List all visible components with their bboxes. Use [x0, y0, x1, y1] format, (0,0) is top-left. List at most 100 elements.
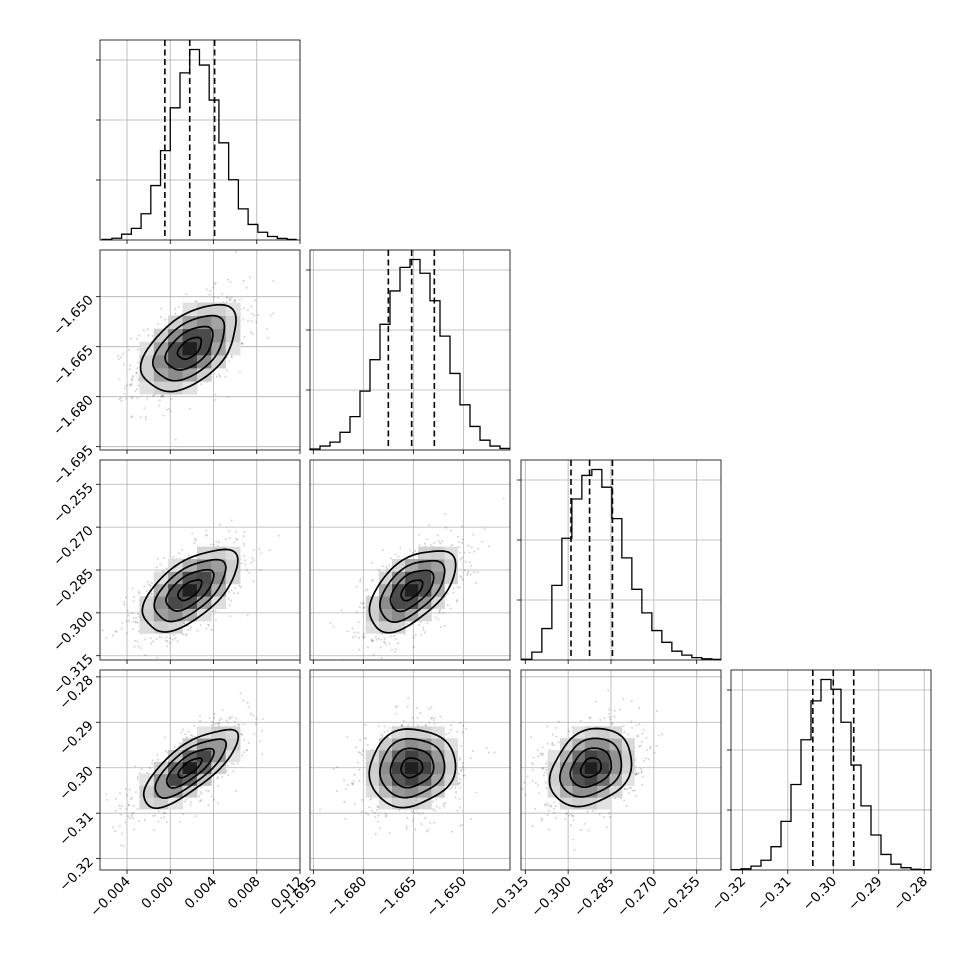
sample-point — [579, 829, 582, 832]
sample-point — [432, 718, 435, 722]
sample-point — [424, 817, 427, 820]
sample-point — [246, 701, 249, 704]
sample-point — [458, 758, 461, 761]
sample-point — [137, 590, 140, 593]
sample-point — [189, 801, 192, 804]
sample-point — [150, 581, 153, 584]
histogram-step — [730, 678, 931, 871]
sample-point — [346, 784, 349, 787]
density-cell — [418, 571, 432, 585]
sample-point — [361, 602, 365, 605]
sample-point — [142, 329, 145, 332]
sample-point — [385, 814, 388, 817]
sample-point — [174, 637, 177, 640]
sample-point — [250, 305, 253, 308]
sample-point — [132, 620, 135, 623]
sample-point — [117, 354, 120, 358]
sample-point — [128, 619, 131, 622]
density-cell — [431, 571, 445, 585]
sample-point — [144, 638, 147, 641]
density-cell — [444, 559, 458, 572]
sample-point — [462, 724, 465, 728]
sample-point — [334, 663, 336, 665]
sample-point — [213, 798, 216, 801]
sample-point — [389, 635, 392, 638]
sample-point — [362, 606, 365, 610]
sample-point — [353, 773, 356, 776]
sample-point — [383, 725, 386, 728]
sample-point — [253, 732, 256, 735]
sample-point — [105, 636, 108, 639]
sample-point — [430, 717, 433, 720]
sample-point — [185, 736, 188, 739]
sample-point — [441, 540, 444, 543]
sample-point — [228, 530, 231, 533]
sample-point — [118, 825, 122, 828]
sample-point — [134, 390, 137, 393]
sample-point — [384, 812, 387, 815]
contour-line — [379, 559, 446, 623]
sample-point — [483, 527, 486, 530]
sample-point — [357, 636, 361, 639]
sample-point — [400, 724, 403, 727]
sample-point — [128, 348, 131, 351]
density-cell — [431, 785, 445, 798]
sample-point — [127, 803, 130, 806]
density-cell — [392, 750, 406, 763]
density-cell — [196, 315, 212, 330]
sample-point — [173, 745, 176, 748]
hist-panel-2 — [517, 459, 722, 661]
sample-point — [232, 770, 235, 773]
sample-point — [628, 787, 631, 790]
sample-point — [353, 802, 356, 805]
sample-point — [230, 589, 233, 592]
sample-point — [170, 398, 173, 401]
sample-point — [487, 545, 490, 548]
sample-point — [467, 570, 470, 573]
sample-point — [123, 601, 126, 604]
sample-point — [451, 830, 454, 833]
density-cell — [168, 596, 183, 609]
sample-point — [137, 613, 140, 616]
sample-point — [251, 556, 254, 559]
sample-point — [460, 576, 463, 579]
sample-point — [176, 640, 179, 643]
sample-point — [242, 535, 245, 538]
sample-point — [449, 607, 452, 610]
density-panel-3-0 — [99, 669, 301, 871]
density-cell — [153, 608, 169, 622]
sample-point — [248, 571, 251, 574]
sample-point — [163, 812, 167, 815]
sample-point — [139, 647, 142, 650]
sample-point — [456, 730, 459, 733]
y-tick-label: −0.29 — [56, 718, 97, 759]
sample-point — [468, 561, 471, 564]
sample-point — [450, 728, 453, 731]
sample-point — [226, 295, 229, 298]
sample-point — [254, 723, 257, 726]
sample-point — [459, 757, 462, 760]
sample-point — [194, 300, 197, 303]
sample-point — [363, 632, 366, 635]
sample-point — [412, 636, 415, 639]
sample-point — [424, 724, 427, 727]
sample-point — [493, 751, 496, 754]
sample-point — [123, 603, 126, 606]
sample-point — [230, 762, 233, 765]
sample-point — [125, 808, 128, 811]
sample-point — [168, 637, 171, 640]
sample-point — [138, 592, 141, 595]
sample-point — [198, 800, 201, 803]
sample-point — [455, 599, 458, 602]
sample-point — [132, 804, 135, 808]
sample-point — [157, 322, 160, 325]
sample-point — [218, 523, 222, 526]
sample-point — [407, 697, 410, 700]
sample-point — [155, 566, 158, 569]
sample-point — [194, 537, 197, 541]
sample-point — [526, 775, 529, 778]
sample-point — [613, 709, 616, 712]
sample-point — [226, 721, 229, 724]
sample-point — [390, 648, 393, 651]
